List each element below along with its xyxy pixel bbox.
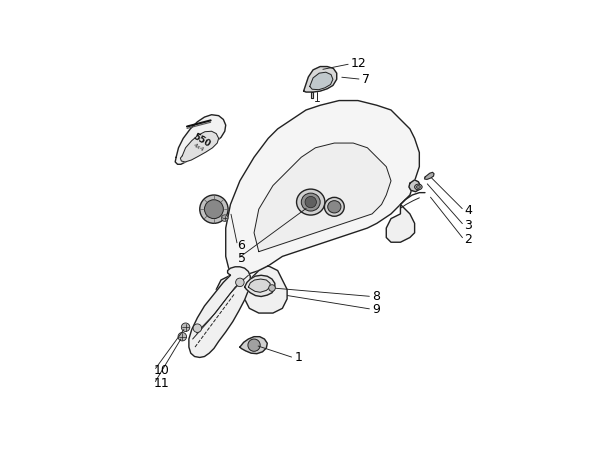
Text: 10: 10 — [154, 364, 170, 377]
Circle shape — [305, 197, 316, 208]
Polygon shape — [248, 279, 270, 292]
Text: 6: 6 — [237, 239, 245, 252]
Polygon shape — [175, 115, 226, 164]
Circle shape — [178, 332, 187, 341]
Circle shape — [204, 200, 223, 219]
Circle shape — [269, 285, 275, 291]
Polygon shape — [254, 143, 391, 252]
Text: 11: 11 — [154, 378, 170, 390]
Text: 4: 4 — [464, 204, 472, 217]
Polygon shape — [216, 276, 235, 304]
Circle shape — [193, 324, 201, 332]
Polygon shape — [310, 72, 333, 90]
Circle shape — [181, 323, 190, 332]
Polygon shape — [386, 204, 414, 242]
Text: 1: 1 — [294, 352, 302, 364]
Ellipse shape — [297, 189, 325, 215]
Text: 3: 3 — [464, 219, 472, 232]
Polygon shape — [240, 337, 267, 354]
Polygon shape — [181, 131, 218, 162]
Circle shape — [200, 195, 228, 223]
Ellipse shape — [301, 193, 320, 211]
Ellipse shape — [417, 186, 420, 189]
Polygon shape — [311, 92, 313, 98]
Text: 7: 7 — [362, 73, 370, 86]
Text: 12: 12 — [351, 57, 367, 70]
Ellipse shape — [414, 184, 422, 190]
Polygon shape — [245, 276, 275, 296]
Polygon shape — [245, 266, 287, 313]
Polygon shape — [304, 66, 337, 92]
Circle shape — [222, 215, 228, 221]
Text: 4x4: 4x4 — [192, 142, 204, 153]
Text: 8: 8 — [372, 290, 380, 303]
Text: 9: 9 — [372, 303, 380, 316]
Ellipse shape — [327, 200, 341, 213]
Ellipse shape — [324, 197, 344, 216]
Circle shape — [236, 278, 244, 286]
Text: 2: 2 — [464, 233, 472, 247]
Polygon shape — [425, 172, 434, 180]
Text: 550: 550 — [191, 132, 212, 149]
Circle shape — [248, 339, 260, 352]
Polygon shape — [226, 101, 419, 276]
Polygon shape — [409, 180, 420, 192]
Polygon shape — [189, 267, 250, 358]
Text: 5: 5 — [237, 252, 245, 265]
